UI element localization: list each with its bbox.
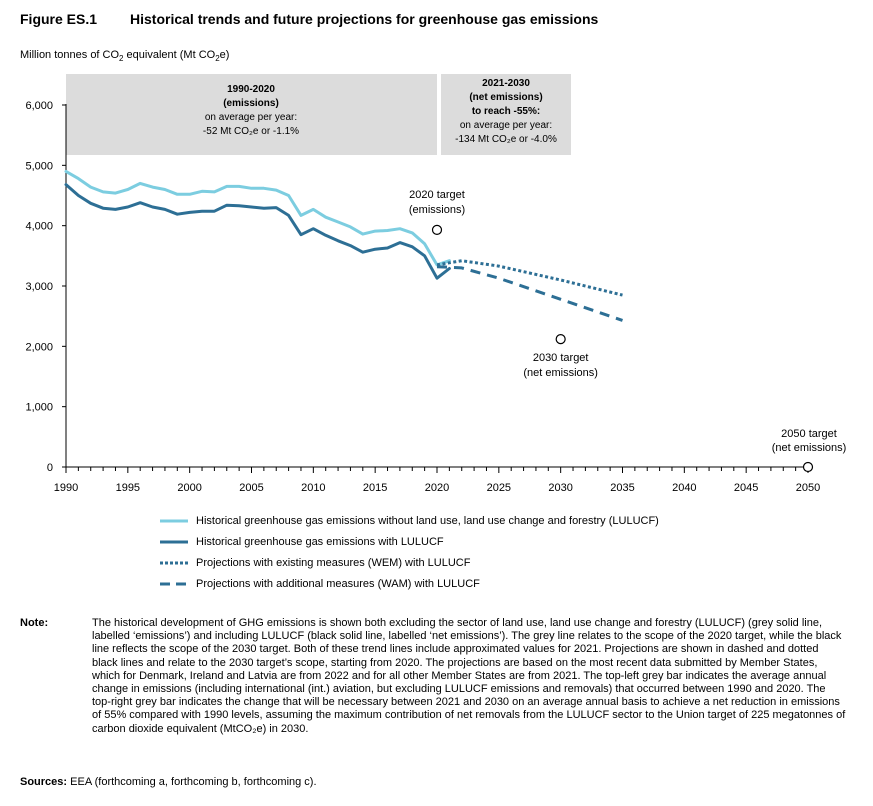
legend-item-wam: Projections with additional measures (WA… xyxy=(160,573,659,594)
target-label-line1: 2050 target xyxy=(781,428,837,440)
box-left xyxy=(66,74,437,155)
y-tick-label: 1,000 xyxy=(25,402,53,414)
chart-svg: 1990-2020 (emissions) on average per yea… xyxy=(25,74,847,494)
legend-swatch-dotted xyxy=(160,561,188,564)
y-tick-label: 2,000 xyxy=(25,341,53,353)
box-left-line2: (emissions) xyxy=(223,98,279,109)
note-text: The historical development of GHG emissi… xyxy=(92,617,846,735)
series-layer xyxy=(64,169,623,322)
box-right-line3: to reach -55%: xyxy=(472,106,540,117)
sources-block: Sources: EEA (forthcoming a, forthcoming… xyxy=(20,776,317,788)
target-label-line1: 2030 target xyxy=(533,352,589,364)
legend-label-with-lulucf: Historical greenhouse gas emissions with… xyxy=(196,535,444,548)
y-tick-label: 6,000 xyxy=(25,100,53,112)
box-right xyxy=(441,74,571,155)
unit-text-2: equivalent (Mt CO xyxy=(123,49,216,61)
legend-label-wem: Projections with existing measures (WEM)… xyxy=(196,556,471,569)
x-tick-label: 2045 xyxy=(734,482,758,494)
sources-text: EEA (forthcoming a, forthcoming b, forth… xyxy=(70,776,317,788)
y-tick-label: 4,000 xyxy=(25,221,53,233)
target-label-line2: (net emissions) xyxy=(772,442,847,454)
unit-sub-2: 2 xyxy=(215,54,220,64)
x-tick-label: 2040 xyxy=(672,482,696,494)
x-tick-label: 1995 xyxy=(116,482,140,494)
unit-text-1: Million tonnes of CO xyxy=(20,49,120,61)
legend-label-wam: Projections with additional measures (WA… xyxy=(196,577,480,590)
box-left-line3: on average per year: xyxy=(205,112,297,123)
legend-swatch-dashed xyxy=(160,582,188,585)
x-tick-label: 2050 xyxy=(796,482,820,494)
legend-item-without-lulucf: Historical greenhouse gas emissions with… xyxy=(160,510,659,531)
x-tick-label: 2035 xyxy=(610,482,634,494)
x-tick-label: 2030 xyxy=(548,482,572,494)
series-line-4 xyxy=(436,265,623,322)
targets-layer: 2020 target (emissions) 2030 target (net em… xyxy=(409,189,847,473)
series-line-1 xyxy=(64,169,451,267)
x-tick-label: 2015 xyxy=(363,482,387,494)
y-tick-label: 5,000 xyxy=(25,160,53,172)
x-tick-label: 2000 xyxy=(177,482,201,494)
legend-item-wem: Projections with existing measures (WEM)… xyxy=(160,552,659,573)
x-tick-label: 1990 xyxy=(54,482,78,494)
box-right-line2: (net emissions) xyxy=(469,92,542,103)
target-marker-3 xyxy=(802,461,814,473)
y-ticks: 0 1,000 2,000 3,000 4,000 5,000 6,000 xyxy=(25,100,66,474)
x-tick-label: 2005 xyxy=(239,482,263,494)
unit-sub-1: 2 xyxy=(119,54,124,64)
target-label-line2: (net emissions) xyxy=(523,367,598,379)
x-tick-label: 2010 xyxy=(301,482,325,494)
box-right-line5: -134 Mt CO₂e or -4.0% xyxy=(455,134,557,145)
note-block: Note: The historical development of GHG … xyxy=(20,617,860,736)
y-tick-label: 0 xyxy=(47,462,53,474)
legend-swatch-solid-light xyxy=(160,519,188,522)
x-tick-label: 2020 xyxy=(425,482,449,494)
target-marker-2 xyxy=(555,333,566,345)
series-line-3 xyxy=(436,259,623,297)
figure-number: Figure ES.1 xyxy=(20,11,98,27)
legend-label-without-lulucf: Historical greenhouse gas emissions with… xyxy=(196,514,659,527)
x-ticks: 1990 1995 2000 2005 2010 2015 2020 2025 2030 2035… xyxy=(54,467,820,494)
legend-item-with-lulucf: Historical greenhouse gas emissions with… xyxy=(160,531,659,552)
x-tick-label: 2025 xyxy=(487,482,511,494)
y-axis-unit-label: Million tonnes of CO2 equivalent (Mt CO2… xyxy=(20,49,229,63)
figure-title: Historical trends and future projections… xyxy=(130,11,599,27)
unit-text-3: e) xyxy=(219,49,230,61)
figure-heading: Figure ES.1 Historical trends and future … xyxy=(20,11,598,27)
target-label-line1: 2020 target xyxy=(409,189,465,201)
sources-label: Sources: xyxy=(20,776,68,788)
box-right-line4: on average per year: xyxy=(460,120,552,131)
y-tick-label: 3,000 xyxy=(25,281,53,293)
note-label: Note: xyxy=(20,617,49,629)
legend: Historical greenhouse gas emissions with… xyxy=(160,510,659,594)
series-line-2 xyxy=(64,183,451,280)
legend-swatch-solid-dark xyxy=(160,540,188,543)
target-label-line2: (emissions) xyxy=(409,204,465,216)
target-marker-1 xyxy=(431,224,443,235)
box-right-line1: 2021-2030 xyxy=(482,78,530,89)
box-left-line4: -52 Mt CO₂e or -1.1% xyxy=(203,126,299,137)
box-left-line1: 1990-2020 xyxy=(227,84,275,95)
